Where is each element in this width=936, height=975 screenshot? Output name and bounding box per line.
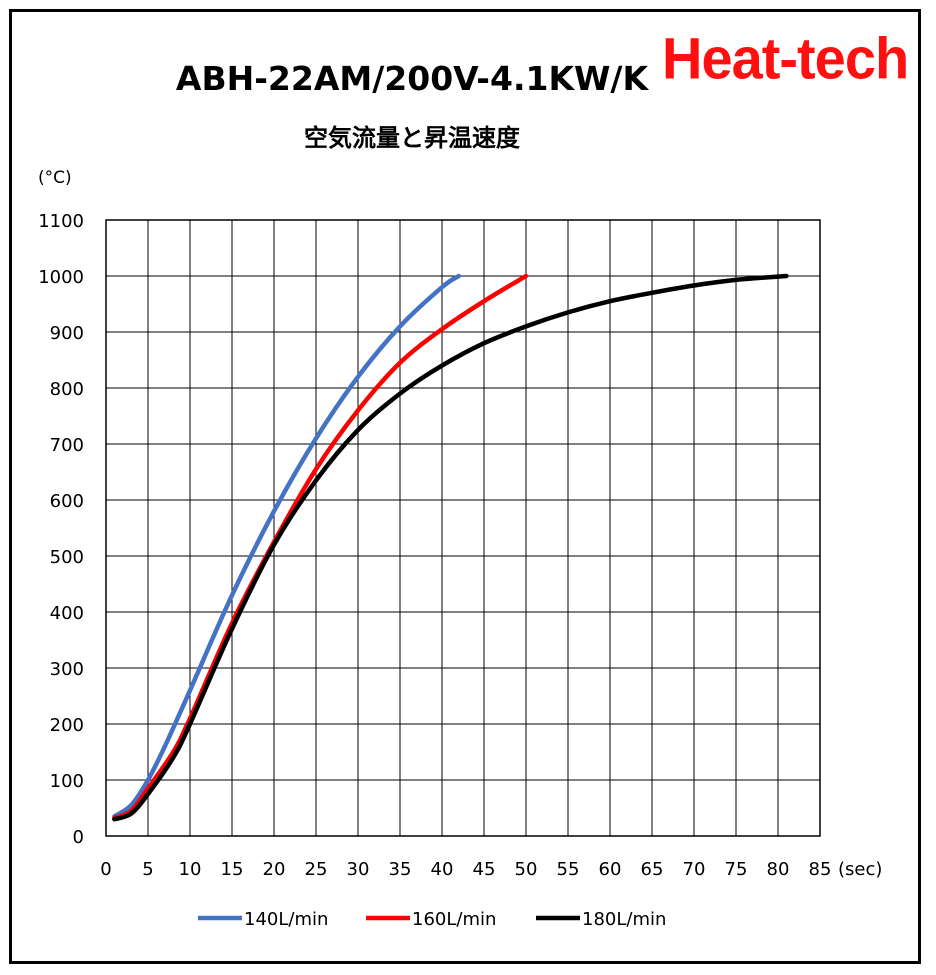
chart-frame [9,9,921,964]
x-tick-label: 30 [347,859,370,880]
x-tick-label: 35 [389,859,412,880]
y-tick-label: 400 [50,603,84,624]
x-tick-label: 80 [767,859,790,880]
x-tick-label: 10 [179,859,202,880]
heat-tech-logo: Heat-tech [662,25,909,92]
y-tick-labels: 0 100 200 300 400 500 600 700 800 900 1000 1100 [38,211,84,848]
y-tick-label: 900 [50,323,84,344]
y-tick-label: 300 [50,659,84,680]
y-tick-label: 100 [50,771,84,792]
y-axis-label: (°C) [38,168,72,188]
chart-subtitle: 空気流量と昇温速度 [304,124,521,152]
legend: 140L/min 160L/min 180L/min [198,909,666,930]
series-lines [112,273,789,822]
x-tick-label: 65 [641,859,664,880]
legend-label-1: 160L/min [412,909,496,930]
legend-label-2: 180L/min [582,909,666,930]
y-tick-label: 600 [50,491,84,512]
plot-area-border [105,219,821,837]
x-tick-label: 70 [683,859,706,880]
x-tick-label: 45 [473,859,496,880]
y-tick-label: 700 [50,435,84,456]
x-tick-label: 20 [263,859,286,880]
x-tick-label: 5 [142,859,153,880]
y-tick-label: 1100 [38,211,84,232]
legend-label-0: 140L/min [244,909,328,930]
x-tick-label: 75 [725,859,748,880]
x-tick-label: 50 [515,859,538,880]
x-tick-label: 60 [599,859,622,880]
x-tick-label: 0 [100,859,111,880]
x-tick-label: 85 [809,859,832,880]
series-line-1 [112,273,529,821]
x-tick-label: 15 [221,859,244,880]
y-tick-label: 500 [50,547,84,568]
series-line-2 [112,273,789,822]
x-tick-label: 25 [305,859,328,880]
x-tick-label: 40 [431,859,454,880]
x-axis-label: (sec) [838,859,882,880]
y-tick-label: 200 [50,715,84,736]
y-tick-label: 800 [50,379,84,400]
series-line-0 [112,273,462,819]
y-tick-label: 1000 [38,267,84,288]
x-tick-labels: 0 5 10 15 20 25 30 35 40 45 50 55 60 65 70 75 80 85 [100,859,831,880]
y-tick-label: 0 [73,827,84,848]
chart-title: ABH-22AM/200V-4.1KW/K [176,59,650,98]
x-tick-label: 55 [557,859,580,880]
